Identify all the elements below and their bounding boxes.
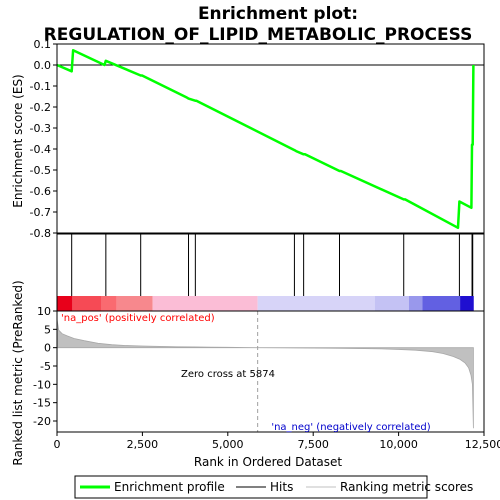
x-tick-label: 7,500 [297, 438, 329, 451]
chart-title-line-1: Enrichment plot: [198, 4, 358, 24]
x-axis: 0 2,500 5,000 7,500 10,000 12,500 [54, 432, 500, 451]
rank-bar-segment [152, 296, 258, 311]
metric-y-tick-label: 0 [44, 342, 51, 355]
es-y-tick-label: -0.1 [30, 80, 51, 93]
rank-bar-segment [408, 296, 423, 311]
es-y-tick-label: 0.1 [34, 38, 52, 51]
bottom-y-axis-label: Ranked list metric (PreRanked) [11, 280, 25, 465]
legend-ranking-metric-label: Ranking metric scores [340, 480, 473, 494]
rank-bar-segment [116, 296, 153, 311]
top-y-axis-label: Enrichment score (ES) [11, 74, 25, 207]
x-tick-label: 2,500 [127, 438, 159, 451]
legend-hits-label: Hits [270, 480, 293, 494]
x-tick-label: 5,000 [212, 438, 244, 451]
metric-y-tick-label: 10 [37, 305, 51, 318]
negative-correlation-label: 'na_neg' (negatively correlated) [271, 422, 430, 433]
es-y-tick-label: -0.5 [30, 164, 51, 177]
es-y-tick-label: -0.7 [30, 206, 51, 219]
es-y-tick-label: -0.8 [30, 227, 51, 240]
legend-enrichment-profile-label: Enrichment profile [114, 480, 225, 494]
legend: Enrichment profile Hits Ranking metric s… [74, 475, 473, 499]
ranked-metric-panel: 10 5 0 -5 -10 -15 -20 [33, 305, 485, 433]
metric-y-tick-label: -15 [33, 397, 51, 410]
zero-cross-label: Zero cross at 5874 [181, 369, 275, 380]
es-y-tick-label: 0.0 [34, 59, 52, 72]
es-y-tick-label: -0.3 [30, 122, 51, 135]
chart-title-line-2: REGULATION_OF_LIPID_METABOLIC_PROCESS [44, 25, 473, 45]
enrichment-profile-line [56, 49, 475, 230]
metric-y-tick-label: -5 [40, 360, 51, 373]
es-y-tick-label: -0.4 [30, 143, 51, 156]
rank-bar-segment [57, 296, 73, 311]
x-tick-label: 10,000 [379, 438, 418, 451]
x-tick-label: 12,500 [465, 438, 500, 451]
x-tick-label: 0 [54, 438, 61, 451]
es-y-tick-label: -0.6 [30, 185, 51, 198]
bottom-plot-frame [56, 310, 485, 433]
metric-y-tick-label: 5 [44, 323, 51, 336]
enrichment-score-panel: 0.1 0.0 -0.1 -0.2 -0.3 -0.4 -0.5 -0.6 -0.7 -0.8 [30, 38, 485, 240]
hits-panel [56, 233, 485, 312]
metric-y-tick-label: -20 [33, 415, 51, 428]
x-axis-label: Rank in Ordered Dataset [194, 455, 342, 469]
ranking-metric-area [56, 319, 474, 429]
rank-bar-segment [72, 296, 102, 311]
rank-bar-segment [101, 296, 117, 311]
es-y-tick-label: -0.2 [30, 101, 51, 114]
top-plot-frame [56, 43, 485, 234]
metric-y-tick-label: -10 [33, 378, 51, 391]
bottom-plot-area [57, 311, 484, 432]
rank-bar-segment [374, 296, 409, 311]
rank-bar-segment [460, 296, 474, 311]
rank-bar-segment [257, 296, 375, 311]
positive-correlation-label: 'na_pos' (positively correlated) [61, 313, 215, 324]
rank-bar-segment [422, 296, 461, 311]
